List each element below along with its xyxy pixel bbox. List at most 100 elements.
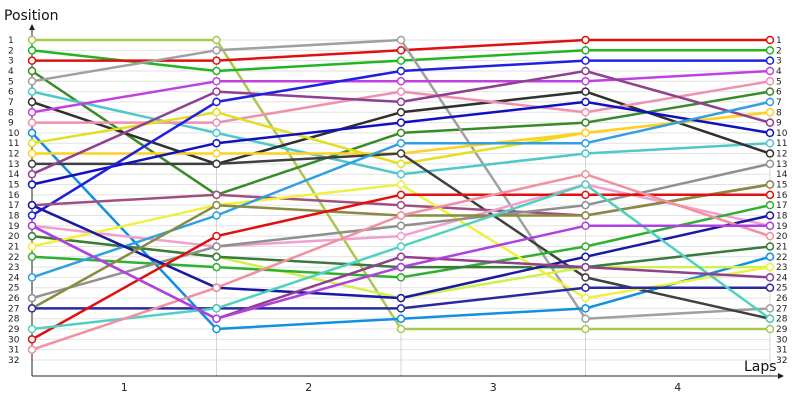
series-point [396, 252, 406, 262]
y-tick-label: 18 [8, 211, 20, 221]
series-point [27, 231, 37, 241]
y-tick-label: 10 [8, 129, 20, 139]
series-point [765, 108, 775, 117]
series-point [765, 35, 775, 45]
series-point [581, 252, 590, 262]
series-point [212, 324, 221, 334]
series-point [581, 211, 590, 220]
series-point [765, 97, 775, 107]
y-tick-label-right: 1 [776, 36, 782, 46]
series-point [212, 66, 221, 76]
series-point [765, 314, 775, 323]
series-point [396, 211, 406, 220]
series-point [581, 128, 590, 138]
series-point [27, 149, 37, 158]
series-point [27, 345, 37, 354]
series-point [27, 221, 37, 231]
series-point [396, 180, 406, 189]
y-tick-label: 22 [8, 253, 19, 263]
series-point [765, 221, 775, 231]
y-tick-label-right: 30 [776, 335, 788, 345]
series-point [581, 293, 590, 303]
series-point [581, 169, 590, 179]
series-point [396, 56, 406, 65]
y-tick-label: 16 [8, 191, 20, 201]
y-tick-label-right: 16 [776, 191, 788, 201]
series-point [27, 200, 37, 210]
series-point [212, 138, 221, 148]
series-point [581, 77, 590, 86]
series-point [581, 283, 590, 292]
y-tick-label-right: 3 [776, 57, 782, 67]
series-point [765, 118, 775, 127]
series-point [27, 169, 37, 179]
series-point [581, 118, 590, 127]
y-tick-label: 4 [8, 67, 14, 77]
y-tick-label: 20 [8, 232, 20, 242]
y-tick-label: 3 [8, 57, 14, 67]
series-point [396, 314, 406, 323]
series-point [581, 304, 590, 313]
y-tick-label: 13 [8, 160, 19, 170]
series-point [212, 252, 221, 262]
y-tick-label-right: 9 [776, 119, 782, 129]
series-point [396, 221, 406, 231]
y-tick-label: 2 [8, 46, 14, 56]
y-tick-label-right: 5 [776, 77, 782, 87]
series-point [581, 87, 590, 96]
series-point [212, 128, 221, 138]
series-point [396, 108, 406, 117]
y-tick-label-right: 10 [776, 129, 788, 139]
series-point [212, 242, 221, 251]
series-point [27, 293, 37, 303]
y-tick-label: 28 [8, 315, 20, 325]
series-point [581, 180, 590, 189]
series-point [765, 304, 775, 313]
y-tick-label-right: 14 [776, 170, 788, 180]
y-tick-label: 19 [8, 222, 20, 232]
series-point [765, 273, 775, 282]
series-point [581, 66, 590, 76]
series-point [396, 273, 406, 282]
series-point [27, 118, 37, 127]
series-point [765, 252, 775, 262]
series-point [765, 231, 775, 241]
y-tick-label: 27 [8, 304, 19, 314]
y-tick-label-right: 20 [776, 232, 788, 242]
series-point [396, 324, 406, 334]
x-axis-title: Laps [744, 359, 777, 375]
y-tick-label-right: 21 [776, 242, 787, 252]
series-point [212, 314, 221, 323]
y-tick-label-right: 8 [776, 108, 782, 118]
series-point [396, 190, 406, 200]
series-point [212, 159, 221, 169]
series-point [212, 262, 221, 272]
series-point [396, 304, 406, 313]
x-category-label: 3 [490, 381, 497, 394]
y-tick-label-right: 13 [776, 160, 787, 170]
series-point [765, 324, 775, 334]
series-point [212, 200, 221, 210]
y-tick-label-right: 22 [776, 253, 787, 263]
series-point [765, 77, 775, 86]
series-point [27, 159, 37, 169]
series-point [212, 149, 221, 158]
series-point [396, 77, 406, 86]
y-tick-label: 24 [8, 273, 20, 283]
y-tick-label-right: 15 [776, 181, 787, 191]
y-tick-label: 1 [8, 36, 14, 46]
series-point [212, 77, 221, 86]
series-point [27, 273, 37, 282]
series-point [581, 273, 590, 282]
series-point [212, 108, 221, 117]
y-tick-label: 32 [8, 356, 19, 366]
y-tick-label: 9 [8, 119, 14, 129]
series-point [396, 118, 406, 127]
series-point [581, 324, 590, 334]
series-point [765, 190, 775, 200]
series-point [396, 242, 406, 251]
x-category-label: 2 [305, 381, 312, 394]
series-point [212, 190, 221, 200]
y-tick-label-right: 19 [776, 222, 788, 232]
series-point [212, 46, 221, 55]
